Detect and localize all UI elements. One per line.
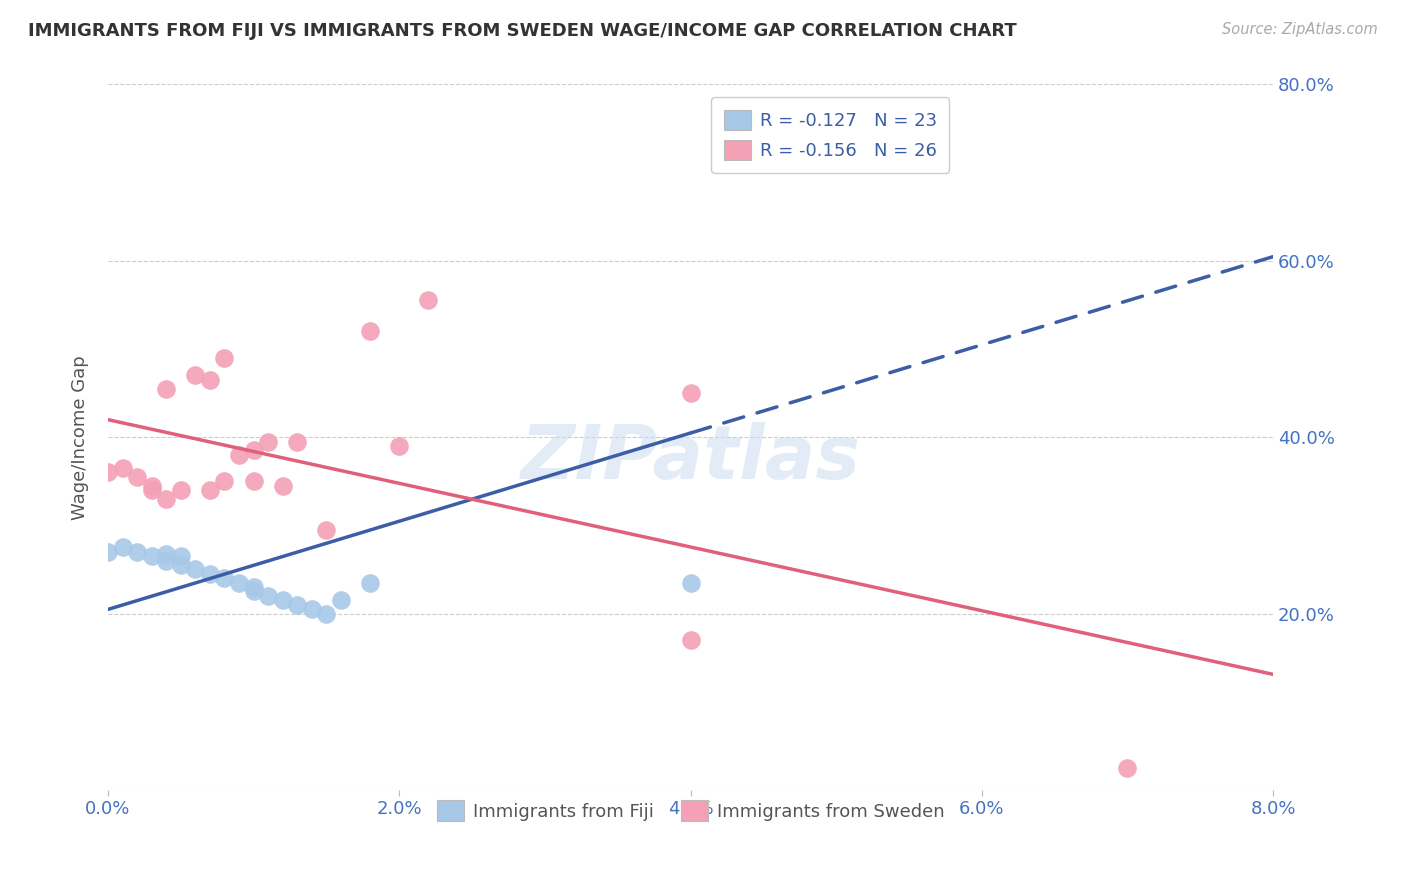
Point xyxy=(359,324,381,338)
Point xyxy=(170,558,193,572)
Point xyxy=(111,541,134,555)
Point xyxy=(301,602,323,616)
Point xyxy=(388,439,411,453)
Point xyxy=(285,598,308,612)
Point xyxy=(198,373,221,387)
Legend: Immigrants from Fiji, Immigrants from Sweden: Immigrants from Fiji, Immigrants from Sw… xyxy=(425,788,957,834)
Point xyxy=(111,461,134,475)
Point xyxy=(257,434,280,449)
Point xyxy=(242,475,264,489)
Point xyxy=(184,368,207,383)
Point xyxy=(315,523,337,537)
Point xyxy=(242,443,264,458)
Point xyxy=(418,293,440,308)
Point xyxy=(242,580,264,594)
Point xyxy=(127,545,149,559)
Point xyxy=(214,351,236,365)
Point xyxy=(679,386,702,401)
Point xyxy=(1116,761,1139,775)
Point xyxy=(155,554,177,568)
Point xyxy=(170,483,193,497)
Point xyxy=(198,566,221,581)
Point xyxy=(141,478,163,492)
Point xyxy=(127,470,149,484)
Point xyxy=(257,589,280,603)
Point xyxy=(285,434,308,449)
Point xyxy=(198,483,221,497)
Point xyxy=(271,478,294,492)
Point xyxy=(170,549,193,564)
Point xyxy=(752,157,775,171)
Y-axis label: Wage/Income Gap: Wage/Income Gap xyxy=(72,355,89,519)
Text: IMMIGRANTS FROM FIJI VS IMMIGRANTS FROM SWEDEN WAGE/INCOME GAP CORRELATION CHART: IMMIGRANTS FROM FIJI VS IMMIGRANTS FROM … xyxy=(28,22,1017,40)
Point xyxy=(679,632,702,647)
Point xyxy=(141,483,163,497)
Point xyxy=(330,593,353,607)
Text: Source: ZipAtlas.com: Source: ZipAtlas.com xyxy=(1222,22,1378,37)
Point xyxy=(359,575,381,590)
Point xyxy=(141,549,163,564)
Point xyxy=(184,562,207,576)
Point xyxy=(679,575,702,590)
Point xyxy=(228,448,250,462)
Point xyxy=(155,547,177,561)
Point xyxy=(228,575,250,590)
Point xyxy=(214,571,236,585)
Point xyxy=(97,545,120,559)
Point xyxy=(97,466,120,480)
Point xyxy=(315,607,337,621)
Point xyxy=(155,491,177,506)
Point xyxy=(155,382,177,396)
Point xyxy=(271,593,294,607)
Point xyxy=(214,475,236,489)
Point xyxy=(242,584,264,599)
Text: ZIPatlas: ZIPatlas xyxy=(520,422,860,495)
